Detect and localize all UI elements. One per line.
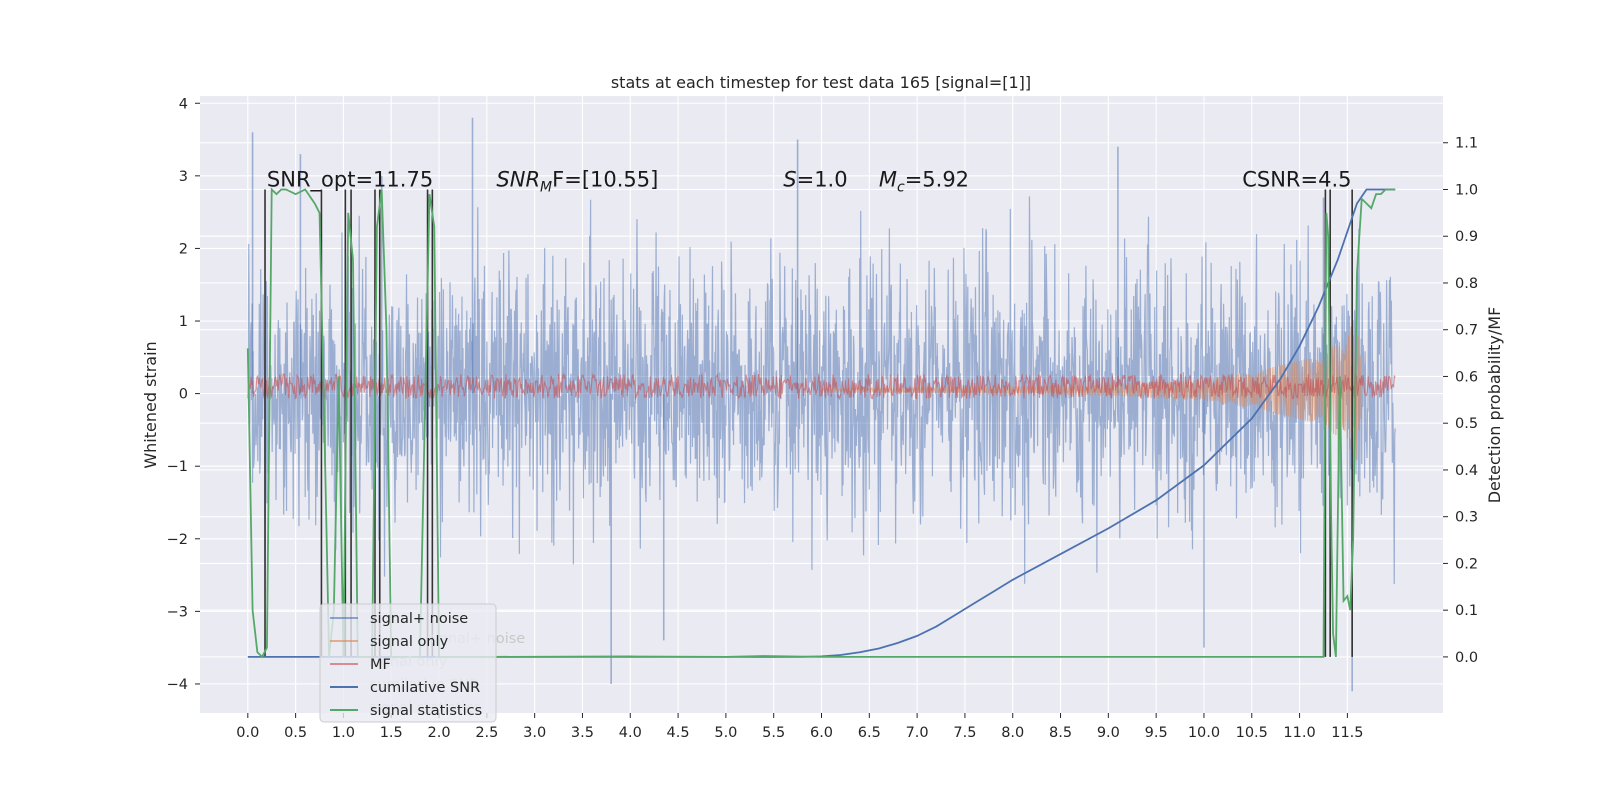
legend-box (319, 603, 497, 723)
legend-label: signal statistics (370, 703, 482, 719)
y-right-tick-label: 0.3 (1455, 510, 1478, 526)
y-axis-right-label: Detection probability/MF (1485, 307, 1504, 504)
annotation-base: S (783, 167, 796, 191)
legend-label: signal+ noise (370, 611, 468, 627)
x-tick-label: 11.0 (1283, 725, 1315, 741)
legend: signal+ noise signal only cumilative SNR si… (319, 603, 525, 723)
x-tick-label: 9.0 (1097, 725, 1120, 741)
x-tick-label: 10.5 (1236, 725, 1268, 741)
x-tick-label: 8.0 (1001, 725, 1024, 741)
x-tick-label: 0.0 (236, 725, 259, 741)
y-right-tick-label: 0.4 (1455, 463, 1478, 479)
series-signal-noise-line (247, 196, 1396, 593)
x-tick-label: 4.0 (619, 725, 642, 741)
chart-title: stats at each timestep for test data 165… (611, 73, 1031, 92)
annotation-rest: =5.92 (905, 167, 969, 191)
annotation-math-text: S=1.0 (783, 167, 847, 191)
y-axis-right: 1.1 1.0 0.9 0.8 0.7 0.6 0.5 0.4 0.3 0.2 0.1 0.0 (1443, 136, 1478, 666)
annotation-subscript: c (897, 179, 905, 195)
series-cumulative-snr-line (247, 188, 1396, 658)
x-tick-label: 1.0 (332, 725, 355, 741)
annotation-text: SNR_opt=11.75 (267, 167, 433, 192)
x-tick-label: 3.0 (523, 725, 546, 741)
y-axis-left: 4 3 2 1 0 −1 −2 −3 −4 (167, 96, 200, 693)
y-tick-label: 2 (179, 241, 188, 257)
annotation-base: SNR (496, 167, 540, 191)
x-tick-label: 9.5 (1145, 725, 1168, 741)
x-tick-label: 8.5 (1049, 725, 1072, 741)
x-tick-label: 7.5 (953, 725, 976, 741)
y-axis-label: Whitened strain (141, 341, 160, 468)
y-right-tick-label: 0.7 (1455, 323, 1478, 339)
x-tick-label: 6.5 (858, 725, 881, 741)
y-tick-label: −3 (167, 604, 188, 620)
y-tick-label: −1 (167, 459, 188, 475)
x-tick-label: 11.5 (1331, 725, 1363, 741)
annotation-rest: =1.0 (797, 167, 848, 191)
legend-label: cumilative SNR (370, 680, 480, 696)
y-right-tick-label: 0.0 (1455, 650, 1478, 666)
x-axis: 0.0 0.5 1.0 1.5 2.0 2.5 3.0 3.5 4.0 4.5 5.0 5.5 6.0 6… (236, 713, 1364, 741)
y-tick-label: 0 (179, 387, 188, 403)
y-right-tick-label: 0.2 (1455, 556, 1478, 572)
x-tick-label: 6.0 (810, 725, 833, 741)
x-tick-label: 10.0 (1188, 725, 1220, 741)
x-tick-label: 2.0 (428, 725, 451, 741)
y-right-tick-label: 0.6 (1455, 369, 1478, 385)
x-tick-label: 5.5 (762, 725, 785, 741)
annotation-rest: F=[10.55] (552, 167, 658, 191)
y-right-tick-label: 0.8 (1455, 276, 1478, 292)
x-tick-label: 1.5 (380, 725, 403, 741)
annotation-base: M (879, 167, 897, 191)
annotation-text: CSNR=4.5 (1242, 167, 1351, 191)
legend-label: MF (370, 657, 391, 673)
y-right-tick-label: 0.5 (1455, 416, 1478, 432)
annotation-math-text: Mc=5.92 (879, 167, 969, 195)
y-tick-label: −2 (167, 532, 188, 548)
y-right-tick-label: 0.1 (1455, 603, 1478, 619)
series-mf-line (247, 372, 1396, 401)
y-right-tick-label: 1.1 (1455, 136, 1478, 152)
y-tick-label: 3 (179, 169, 188, 185)
y-tick-label: 4 (179, 96, 188, 112)
y-right-tick-label: 0.9 (1455, 229, 1478, 245)
annotation-subscript: M (540, 179, 552, 195)
x-tick-label: 5.0 (714, 725, 737, 741)
x-tick-label: 0.5 (284, 725, 307, 741)
x-tick-label: 2.5 (475, 725, 498, 741)
y-tick-label: 1 (179, 314, 188, 330)
x-tick-label: 7.0 (906, 725, 929, 741)
legend-label: signal only (370, 634, 449, 650)
x-tick-label: 3.5 (571, 725, 594, 741)
annotation-math-text: SNRMF=[10.55] (496, 167, 658, 195)
y-right-tick-label: 1.0 (1455, 182, 1478, 198)
y-tick-label: −4 (167, 677, 188, 693)
x-tick-label: 4.5 (667, 725, 690, 741)
